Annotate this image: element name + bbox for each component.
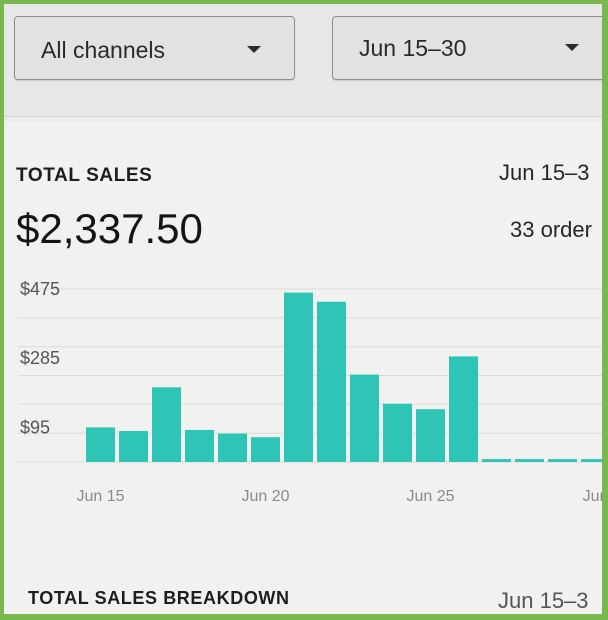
breakdown-title: TOTAL SALES BREAKDOWN (28, 588, 290, 608)
date-range-dropdown-label: Jun 15–30 (359, 35, 467, 61)
bar-jun-18[interactable] (185, 429, 214, 462)
bar-jun-28[interactable] (515, 459, 544, 462)
y-tick-label: $95 (20, 417, 50, 437)
x-tick-label: Jun (583, 488, 602, 505)
bar-jun-27[interactable] (482, 459, 511, 462)
breakdown-date-range: Jun 15–3 (498, 588, 589, 613)
total-sales-date-range: Jun 15–3 (499, 160, 590, 185)
x-tick-label: Jun 25 (406, 488, 454, 505)
bar-jun-23[interactable] (350, 374, 379, 462)
screen-frame: All channels Jun 15–30 TOTAL SALES Jun 1… (4, 4, 602, 614)
bar-jun-30[interactable] (581, 459, 602, 462)
bar-jun-21[interactable] (284, 292, 313, 462)
caret-down-icon (247, 46, 261, 53)
date-range-dropdown[interactable]: Jun 15–30 (332, 16, 602, 80)
bar-jun-24[interactable] (383, 403, 412, 462)
channel-dropdown-label: All channels (41, 37, 166, 63)
y-tick-label: $285 (20, 348, 60, 368)
total-sales-title: TOTAL SALES (16, 165, 153, 186)
bar-jun-15[interactable] (86, 427, 115, 462)
x-tick-label: Jun 20 (241, 488, 289, 505)
x-tick-label: Jun 15 (76, 488, 124, 505)
filter-bar: All channels Jun 15–30 (4, 4, 602, 117)
bar-jun-26[interactable] (449, 356, 478, 462)
bar-jun-17[interactable] (152, 387, 181, 462)
channel-dropdown[interactable]: All channels (14, 16, 295, 80)
total-sales-card: TOTAL SALES Jun 15–3 $2,337.50 33 order … (4, 122, 602, 614)
bar-jun-19[interactable] (218, 433, 247, 462)
sales-bar-chart: $475 $285 $95 Jun 15 Jun 20 Jun 25 Jun (18, 279, 602, 505)
order-count: 33 order (510, 217, 592, 242)
total-sales-value: $2,337.50 (16, 205, 203, 252)
bar-jun-20[interactable] (251, 437, 280, 462)
bar-jun-16[interactable] (119, 431, 148, 462)
bar-jun-22[interactable] (317, 301, 346, 462)
caret-down-icon (565, 44, 579, 51)
bar-jun-25[interactable] (416, 409, 445, 462)
bar-jun-29[interactable] (548, 459, 577, 462)
y-tick-label: $475 (20, 279, 60, 299)
